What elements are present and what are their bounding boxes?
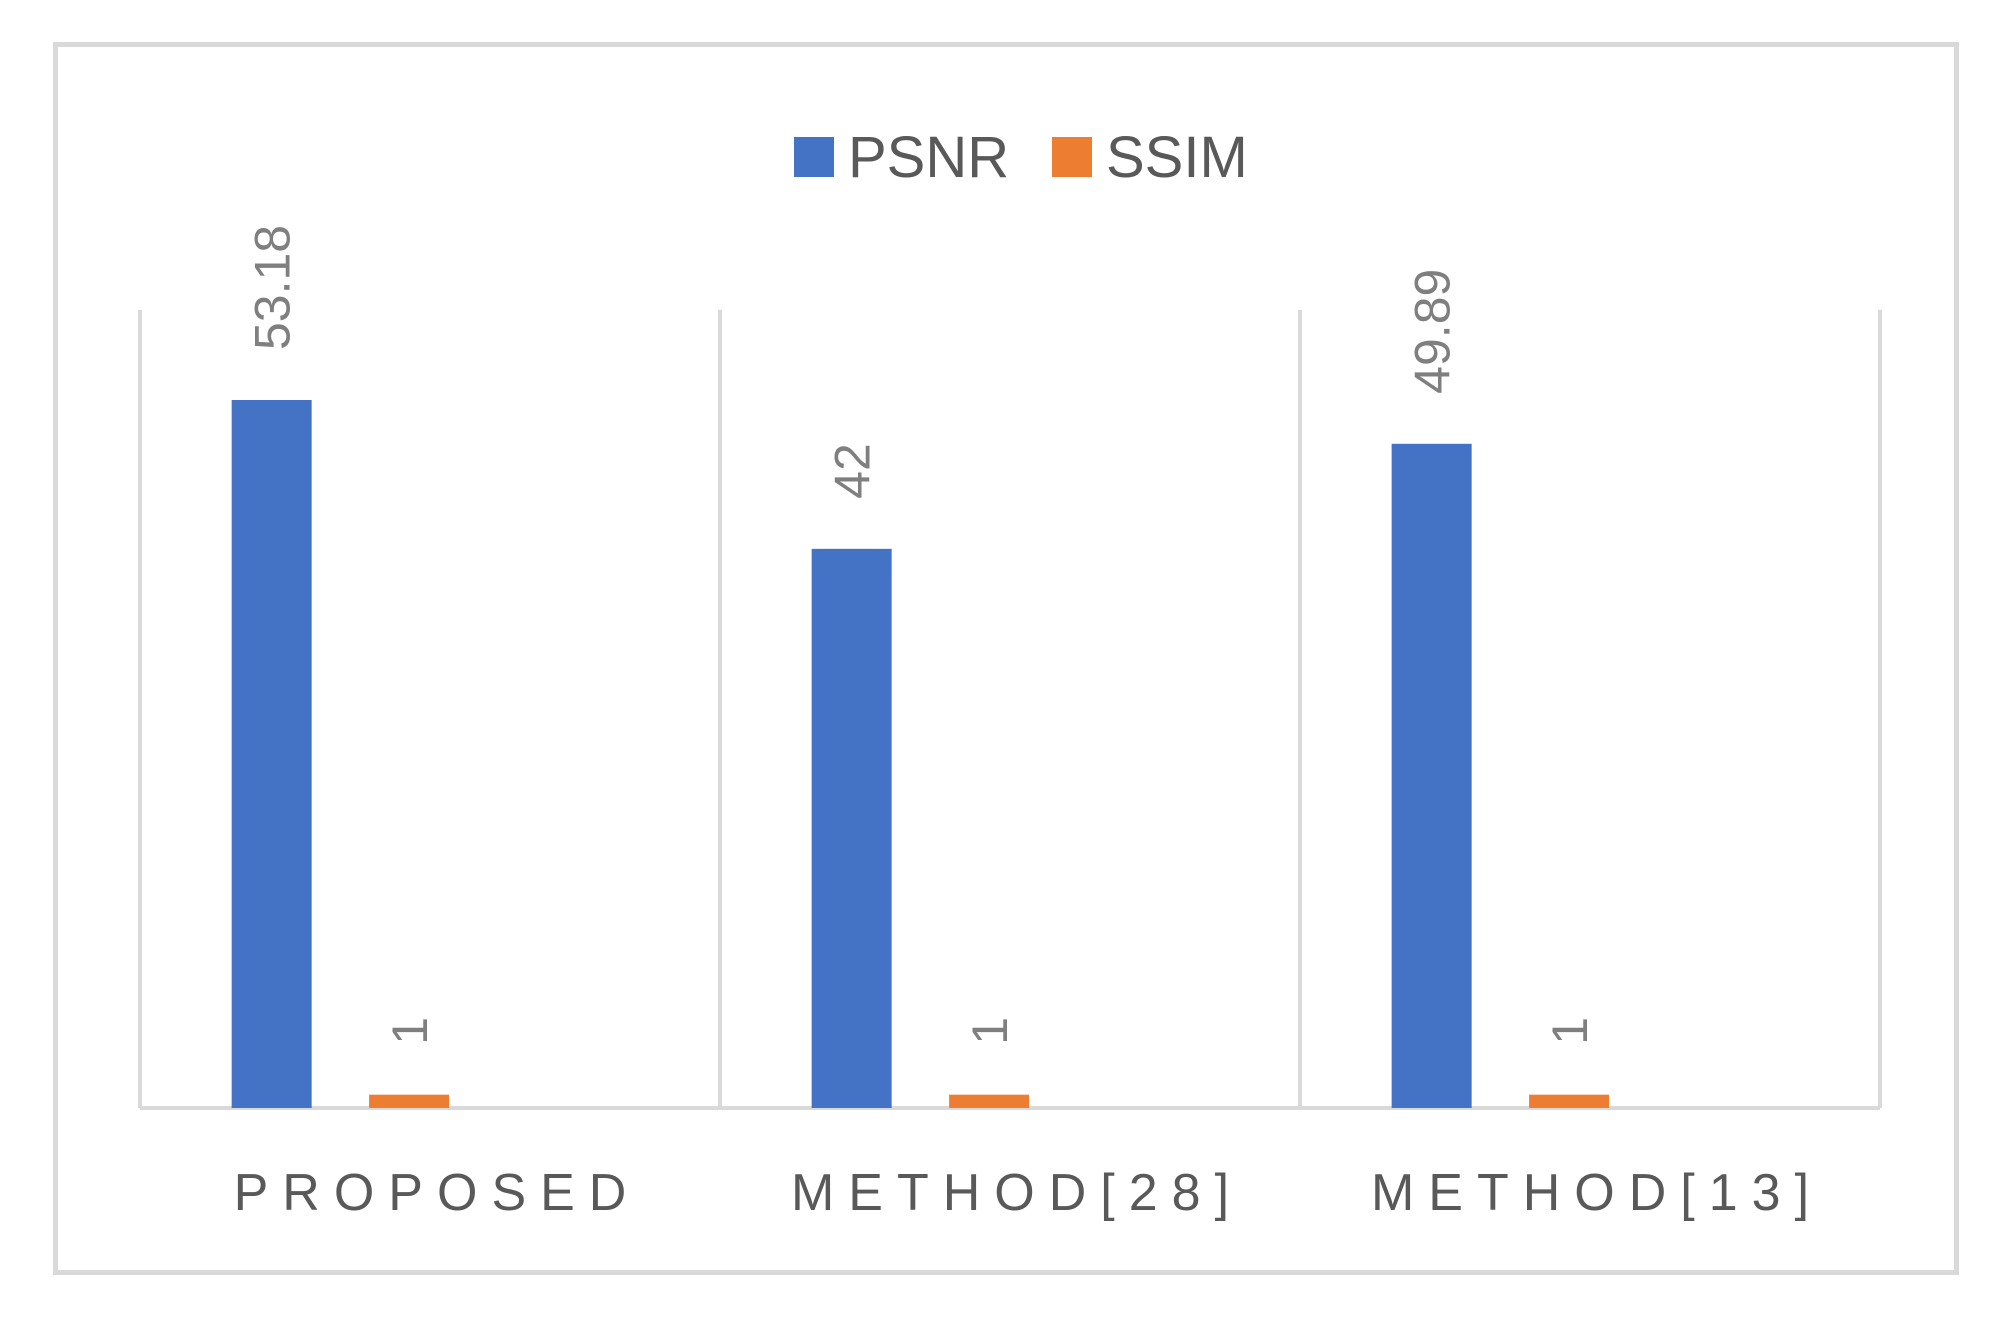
data-label-psnr-proposed: 53.18 [245, 225, 301, 350]
data-label-psnr-method-28: 42 [825, 443, 881, 499]
data-label-ssim-method-13: 1 [1542, 1017, 1598, 1045]
chart-frame [53, 42, 1959, 1275]
x-tick-label-method-13: METHOD[13] [1371, 1164, 1823, 1222]
bar-psnr-method-13 [1391, 443, 1472, 1109]
x-tick-label-method-28: METHOD[28] [791, 1164, 1243, 1222]
bar-psnr-method-28 [811, 548, 892, 1108]
data-label-psnr-method-13: 49.89 [1405, 269, 1461, 394]
legend-label-ssim: SSIM [1106, 125, 1248, 190]
data-label-ssim-method-28: 1 [962, 1017, 1018, 1045]
bar-psnr-proposed [231, 400, 312, 1108]
data-label-ssim-proposed: 1 [382, 1017, 438, 1045]
bar-ssim-method-13 [1529, 1094, 1610, 1108]
x-tick-label-proposed: PROPOSED [234, 1164, 641, 1222]
legend-label-psnr: PSNR [848, 125, 1009, 190]
legend-swatch-ssim [1052, 137, 1092, 177]
bar-ssim-proposed [369, 1094, 450, 1108]
bar-ssim-method-28 [949, 1094, 1030, 1108]
legend-swatch-psnr [794, 137, 834, 177]
